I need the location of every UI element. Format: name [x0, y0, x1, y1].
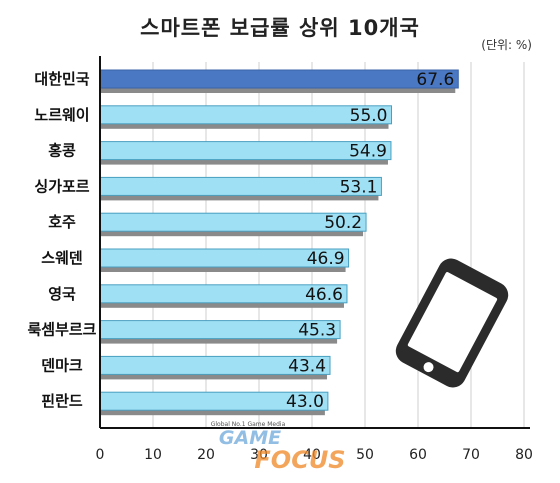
x-tick-label: 20	[197, 447, 215, 463]
category-label: 영국	[48, 285, 76, 303]
value-label: 50.2	[324, 213, 362, 233]
labels: 0 10 20 30 40 50 60 70 80 67.6 대한민국 55.0 노르웨이 54.9 홍콩 5…	[27, 70, 532, 463]
watermark-logo-top: GAME	[219, 427, 281, 449]
category-label: 덴마크	[41, 356, 83, 374]
value-label: 67.6	[416, 70, 454, 90]
chart-title: 스마트폰 보급률 상위 10개국	[140, 16, 420, 40]
x-tick-label: 30	[250, 447, 268, 463]
value-label: 43.4	[288, 356, 326, 376]
value-label: 55.0	[350, 106, 388, 126]
bar	[99, 69, 459, 89]
x-tick-label: 60	[409, 447, 427, 463]
axes	[99, 56, 530, 429]
category-label: 호주	[48, 213, 76, 231]
x-tick-label: 0	[96, 447, 105, 463]
value-label: 46.6	[305, 285, 343, 305]
category-label: 핀란드	[41, 392, 83, 410]
category-label: 대한민국	[34, 70, 89, 88]
watermark-logo: Global No.1 Game Media GAME FOCUS	[211, 421, 346, 474]
category-label: 싱가포르	[34, 177, 89, 195]
watermark-logo-bottom: FOCUS	[254, 446, 345, 474]
category-label: 노르웨이	[34, 106, 89, 124]
value-label: 45.3	[298, 321, 336, 341]
x-tick-label: 80	[515, 447, 533, 463]
smartphone-icon	[395, 258, 509, 388]
bar	[99, 141, 392, 161]
category-label: 스웨덴	[41, 249, 82, 267]
x-tick-label: 50	[356, 447, 374, 463]
unit-label: (단위: %)	[481, 38, 532, 52]
value-label: 54.9	[349, 142, 387, 162]
x-tick-label: 10	[144, 447, 162, 463]
bars	[99, 69, 459, 416]
category-label: 홍콩	[48, 142, 76, 160]
value-label: 43.0	[286, 392, 324, 412]
category-label: 룩셈부르크	[27, 321, 96, 339]
watermark-tagline: Global No.1 Game Media	[211, 421, 286, 428]
value-label: 46.9	[307, 249, 345, 269]
bar	[99, 105, 392, 125]
x-tick-label: 70	[462, 447, 480, 463]
value-label: 53.1	[340, 177, 378, 197]
x-tick-label: 40	[303, 447, 321, 463]
